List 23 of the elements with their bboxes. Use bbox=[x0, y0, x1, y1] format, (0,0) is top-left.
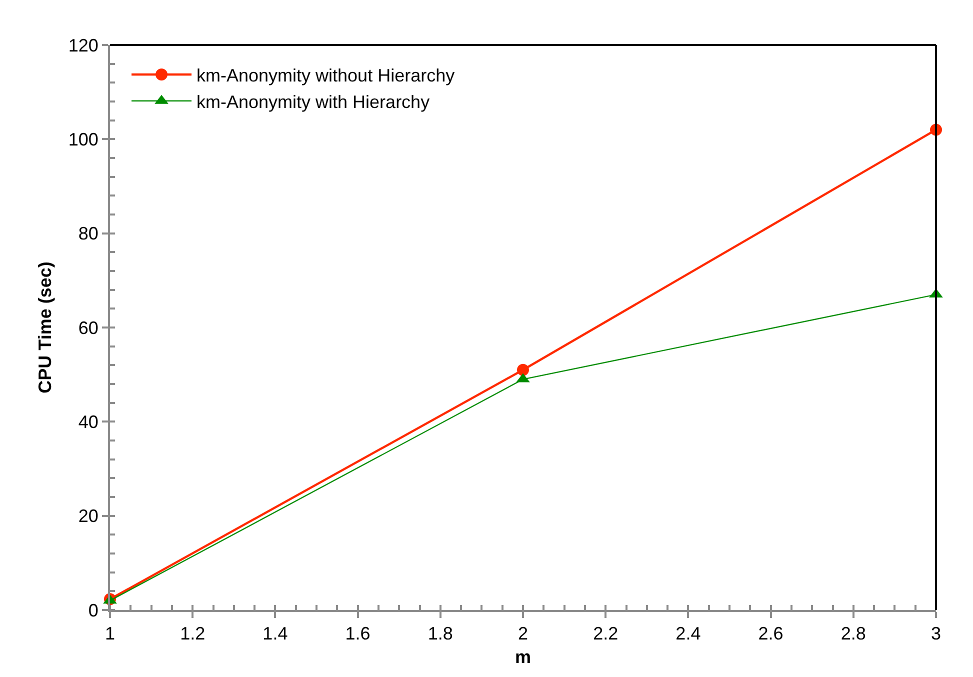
y-tick-label: 120 bbox=[68, 35, 98, 56]
x-tick-label: 2.8 bbox=[840, 624, 866, 644]
y-tick-label: 60 bbox=[78, 318, 98, 338]
y-axis-title: CPU Time (sec) bbox=[35, 262, 56, 394]
x-tick-label: 2.2 bbox=[593, 624, 618, 644]
x-tick-label: 2.6 bbox=[758, 624, 784, 644]
legend-label: km-Anonymity with Hierarchy bbox=[196, 92, 430, 112]
x-tick-label: 1.6 bbox=[345, 624, 370, 644]
x-tick-label: 1.8 bbox=[428, 624, 453, 644]
y-tick-label: 100 bbox=[68, 129, 98, 150]
x-tick-label: 2 bbox=[518, 624, 528, 644]
point bbox=[517, 364, 529, 376]
y-tick-label: 40 bbox=[78, 412, 98, 432]
x-axis-title: m bbox=[514, 647, 532, 668]
x-tick-label: 2.4 bbox=[676, 624, 701, 644]
x-tick-label: 1 bbox=[104, 624, 116, 644]
y-tick-label: 20 bbox=[78, 506, 98, 526]
y-tick-label: 0 bbox=[88, 600, 98, 620]
legend-label: km-Anonymity without Hierarchy bbox=[196, 66, 455, 86]
y-tick-label: 80 bbox=[78, 224, 98, 244]
x-tick-label: 1.4 bbox=[262, 624, 288, 644]
x-tick-label: 3 bbox=[930, 624, 942, 644]
x-tick-label: 1.2 bbox=[180, 624, 206, 644]
